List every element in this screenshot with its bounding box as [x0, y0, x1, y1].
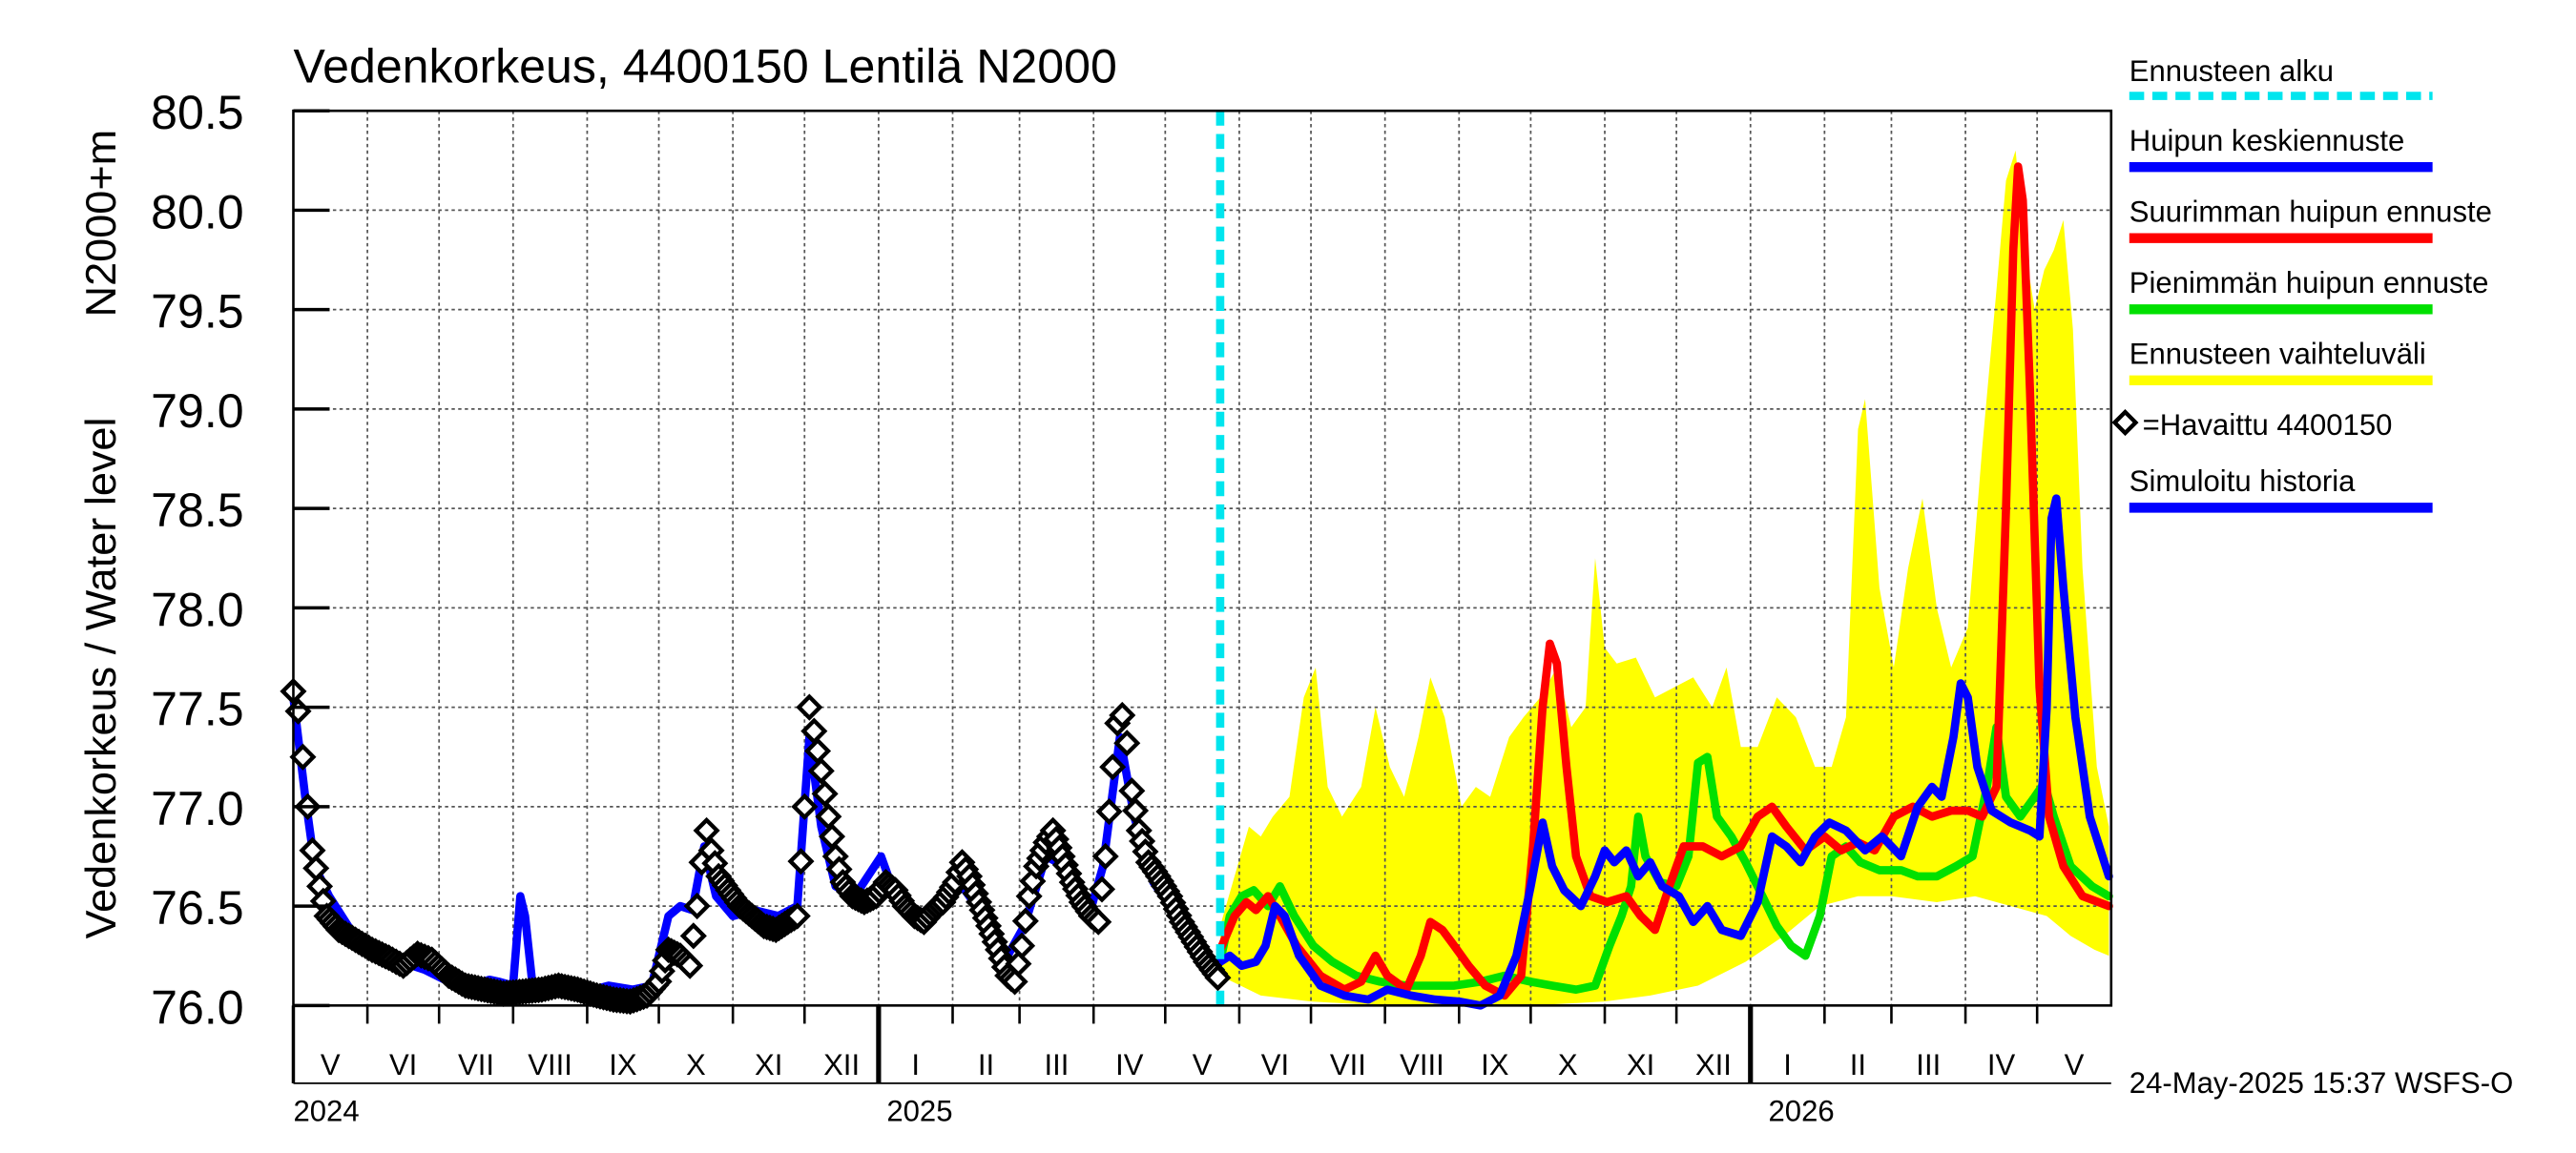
month-label: V — [321, 1048, 341, 1081]
month-label: VIII — [528, 1048, 572, 1081]
y-tick-label: 78.0 — [151, 583, 243, 636]
month-label: VI — [389, 1048, 417, 1081]
observed-marker — [1008, 932, 1036, 959]
month-label: IX — [609, 1048, 637, 1081]
legend-label-range: Ennusteen vaihteluväli — [2129, 337, 2426, 370]
month-label: IX — [1481, 1048, 1509, 1081]
y-tick-label: 76.5 — [151, 881, 243, 935]
observed-marker — [299, 836, 326, 864]
month-label: XI — [1627, 1048, 1654, 1081]
observed-marker — [791, 793, 819, 820]
month-label: X — [1558, 1048, 1578, 1081]
year-label-2026: 2026 — [1768, 1095, 1834, 1128]
observed-marker — [676, 952, 704, 979]
observed-marker — [783, 902, 811, 930]
month-label: X — [686, 1048, 706, 1081]
observed-marker — [1113, 730, 1141, 757]
observed-marker — [1088, 875, 1116, 903]
observed-marker — [679, 922, 707, 950]
observed-marker — [800, 717, 828, 745]
month-label: IV — [1115, 1048, 1144, 1081]
observed-marker — [803, 737, 832, 765]
observed-marker — [1085, 908, 1112, 936]
observed-marker — [289, 743, 317, 771]
observed-marker — [1005, 950, 1032, 978]
footer-timestamp: 24-May-2025 15:37 WSFS-O — [2129, 1066, 2513, 1100]
observed-marker — [1109, 701, 1136, 730]
observed-marker — [683, 892, 711, 920]
month-label: V — [2065, 1048, 2085, 1081]
legend-label-max-peak: Suurimman huipun ennuste — [2129, 195, 2492, 228]
month-label: III — [1916, 1048, 1941, 1081]
legend-marker-observed — [2111, 408, 2139, 437]
observed-marker — [815, 803, 842, 831]
y-tick-label: 80.5 — [151, 86, 243, 139]
month-label: I — [1783, 1048, 1792, 1081]
observed-marker — [1091, 842, 1119, 871]
observed-marker — [807, 757, 835, 785]
forecast-range-band — [1219, 150, 2109, 1006]
observed-marker — [1001, 968, 1028, 996]
observed-marker — [1122, 796, 1150, 825]
observed-marker — [811, 780, 839, 808]
y-tick-label: 80.0 — [151, 185, 243, 238]
year-label-2025: 2025 — [886, 1095, 952, 1128]
legend-label-observed: =Havaittu 4400150 — [2143, 408, 2393, 442]
observed-marker — [1099, 753, 1127, 781]
legend-label-sim-history: Simuloitu historia — [2129, 464, 2356, 498]
y-tick-label: 79.5 — [151, 285, 243, 339]
y-tick-label: 76.0 — [151, 980, 243, 1034]
month-label: XII — [1695, 1048, 1732, 1081]
month-label: II — [1850, 1048, 1866, 1081]
month-label: XII — [823, 1048, 860, 1081]
y-tick-label: 77.5 — [151, 683, 243, 736]
month-label: VII — [458, 1048, 494, 1081]
month-label: I — [911, 1048, 920, 1081]
observed-marker — [787, 848, 815, 875]
legend-label-forecast-start: Ennusteen alku — [2129, 54, 2334, 88]
month-label: IV — [1987, 1048, 2016, 1081]
observed-marker — [693, 816, 720, 845]
year-label-2024: 2024 — [293, 1095, 359, 1128]
plot-frame — [292, 109, 2113, 1007]
observed-marker — [1118, 777, 1146, 805]
month-label: VI — [1261, 1048, 1289, 1081]
legend: Ennusteen alku Huipun keskiennuste Suuri… — [2111, 54, 2492, 513]
month-label: V — [1193, 1048, 1213, 1081]
observed-marker — [1011, 907, 1039, 935]
month-label: VIII — [1400, 1048, 1444, 1081]
mean-peak-forecast-line — [1215, 494, 2113, 1010]
max-peak-forecast-line — [1215, 162, 2113, 1000]
y-tick-label: 77.0 — [151, 782, 243, 835]
y-axis-unit-label: N2000+m — [76, 130, 125, 318]
observed-marker — [1204, 964, 1232, 992]
observed-marker — [302, 854, 330, 882]
chart-title: Vedenkorkeus, 4400150 Lentilä N2000 — [293, 40, 1116, 93]
month-label: XI — [755, 1048, 782, 1081]
month-label: III — [1044, 1048, 1069, 1081]
y-tick-label: 78.5 — [151, 484, 243, 537]
month-label: II — [978, 1048, 994, 1081]
month-label: VII — [1330, 1048, 1366, 1081]
observed-marker — [1095, 797, 1123, 826]
legend-label-min-peak: Pienimmän huipun ennuste — [2129, 266, 2489, 299]
observed-marker — [818, 823, 846, 851]
y-axis-label: Vedenkorkeus / Water level — [76, 417, 125, 938]
observed-marker — [796, 693, 823, 721]
y-tick-label: 79.0 — [151, 384, 243, 438]
legend-label-mean-peak: Huipun keskiennuste — [2129, 124, 2405, 157]
